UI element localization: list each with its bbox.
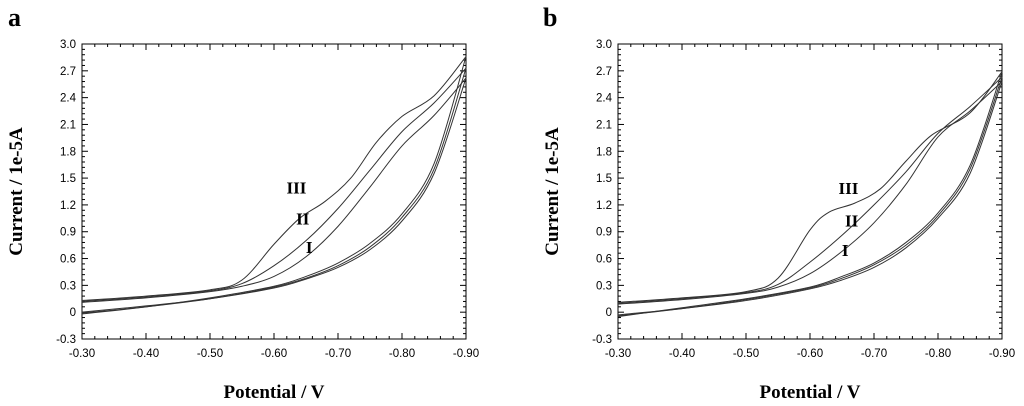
chart-b-curve-label: II [845,211,859,230]
chart-a-y-tick-label: 2.1 [60,119,76,131]
chart-b-curve-label: III [838,179,858,198]
chart-a-y-tick-label: 1.5 [60,173,76,185]
chart-a-y-tick-label: 2.7 [60,66,76,78]
chart-b-y-tick-label: 1.2 [596,200,612,212]
chart-b-y-tick-label: 2.4 [596,93,613,105]
chart-a-x-tick-label: -0.40 [133,348,159,360]
chart-b-x-axis-label: Potential / V [760,382,861,403]
chart-b-y-tick-label: 0 [606,307,612,319]
chart-a-curve-label: III [286,178,306,197]
chart-a-y-tick-label: 1.2 [60,200,76,212]
chart-a-y-tick-label: 0 [70,307,76,319]
chart-a-x-tick-label: -0.90 [453,348,479,360]
chart-b-x-tick-label: -0.40 [669,348,695,360]
chart-b-series-ii-forward [617,76,1003,304]
chart-a-y-tick-label: 0.3 [60,280,76,292]
chart-b-curve-label: I [842,241,849,260]
chart-b-series-iii-forward [617,71,1003,303]
chart-a-y-tick-label: 0.6 [60,254,76,266]
chart-b-y-tick-label: -0.3 [592,334,612,346]
chart-a-x-tick-label: -0.50 [197,348,223,360]
chart-a-plot-frame [81,43,467,340]
chart-a-series-iii-forward [81,56,467,302]
chart-b-y-tick-label: 1.5 [596,173,612,185]
chart-b-x-tick-label: -0.60 [797,348,823,360]
chart-b-series-ii-return [617,76,1003,317]
chart-b-y-axis-label: Current / 1e-5A [542,127,563,256]
chart-b-x-tick-label: -0.70 [861,348,887,360]
chart-a-x-axis-label: Potential / V [224,382,325,403]
chart-a-series-i-return [81,77,467,313]
chart-a-series-ii-forward [81,67,467,302]
chart-b-series-i-forward [617,81,1003,305]
chart-b-y-tick-label: 3.0 [596,39,612,51]
chart-a-curve-label: II [296,210,310,229]
chart-b-plot-frame [617,43,1003,340]
chart-b-x-tick-label: -0.30 [605,348,631,360]
chart-a-y-tick-label: 0.9 [60,227,76,239]
chart-a-y-axis-label: Current / 1e-5A [6,127,27,256]
chart-a-x-tick-label: -0.70 [325,348,351,360]
chart-b-y-tick-label: 1.8 [596,146,612,158]
chart-a-series-i-forward [81,77,467,303]
chart-b-y-tick-label: 0.6 [596,254,612,266]
chart-b-panel-label: b [543,3,557,32]
chart-b-x-tick-label: -0.90 [989,348,1015,360]
chart-b-x-tick-label: -0.50 [733,348,759,360]
chart-a-panel-label: a [8,3,21,32]
chart-a-y-tick-label: 1.8 [60,146,76,158]
chart-b-series-i-return [617,81,1003,316]
chart-b-series-iii-return [617,71,1003,318]
chart-b-y-tick-label: 2.7 [596,66,612,78]
chart-a-x-tick-label: -0.60 [261,348,287,360]
chart-a-series-iii-return [81,56,467,315]
chart-b-y-tick-label: 2.1 [596,119,612,131]
chart-a-x-tick-label: -0.80 [389,348,415,360]
chart-a-x-tick-label: -0.30 [69,348,95,360]
chart-a-y-tick-label: -0.3 [56,334,76,346]
chart-a-y-tick-label: 3.0 [60,39,76,51]
chart-a-y-tick-label: 2.4 [60,93,77,105]
chart-b-y-tick-label: 0.3 [596,280,612,292]
chart-b-x-tick-label: -0.80 [925,348,951,360]
chart-a-curve-label: I [306,238,313,257]
chart-b-y-tick-label: 0.9 [596,227,612,239]
